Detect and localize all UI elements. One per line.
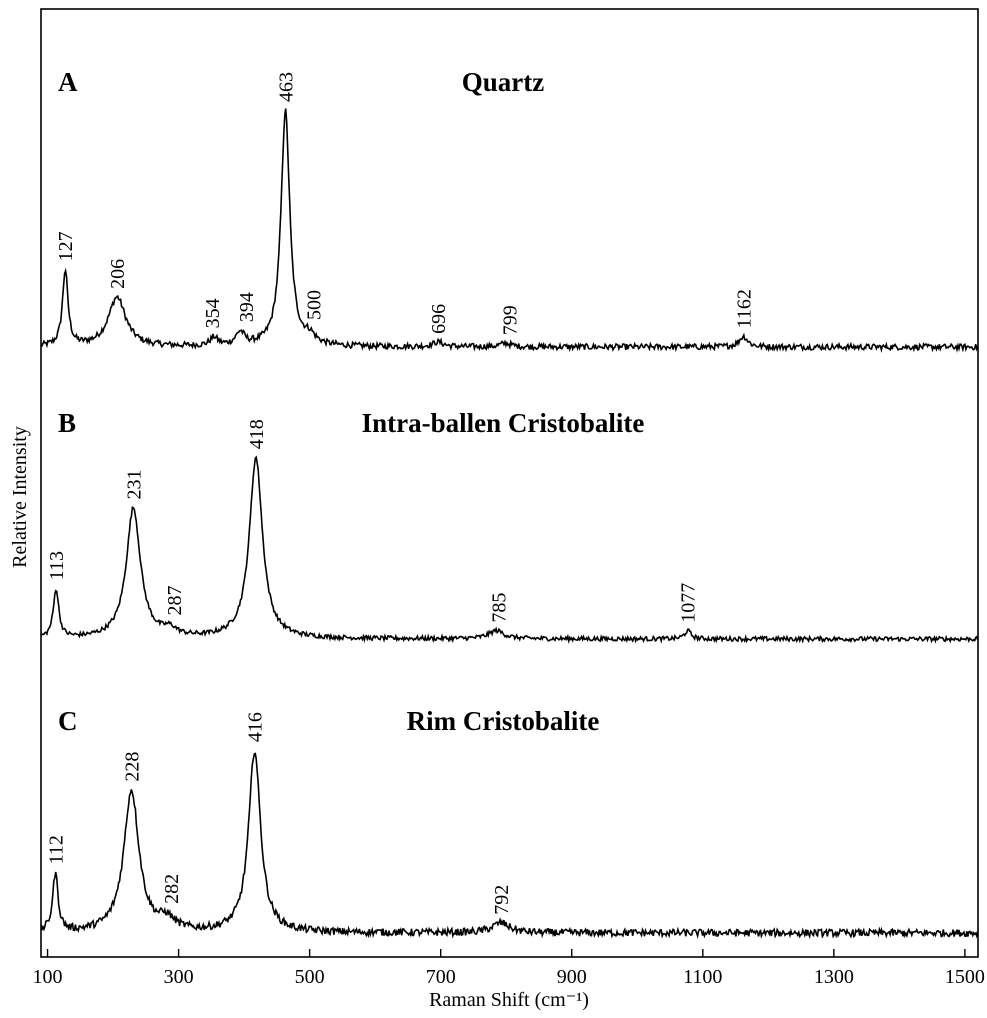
peak-label: 463 xyxy=(275,72,297,102)
panel-b: B Intra-ballen Cristobalite 113 231 287 418 78… xyxy=(40,408,979,645)
panel-title: Quartz xyxy=(462,67,544,97)
peak-label: 1162 xyxy=(733,289,755,328)
x-tick-label: 500 xyxy=(295,966,325,988)
panel-letter: B xyxy=(58,408,76,438)
panel-letter: A xyxy=(58,67,78,97)
peak-label: 231 xyxy=(123,470,145,500)
peak-label: 282 xyxy=(161,874,183,904)
x-tick-label: 300 xyxy=(164,966,194,988)
peak-label: 1077 xyxy=(678,583,700,623)
spectrum-line-a xyxy=(40,108,979,353)
peak-label: 206 xyxy=(107,259,129,289)
x-tick-label: 1100 xyxy=(683,966,722,988)
peak-label: 127 xyxy=(55,231,77,261)
peak-label: 354 xyxy=(202,298,224,328)
panel-letter: C xyxy=(58,706,78,736)
peak-label: 113 xyxy=(46,551,68,580)
peak-label: 696 xyxy=(428,304,450,334)
peak-label: 287 xyxy=(164,586,186,616)
peak-label: 228 xyxy=(121,752,143,782)
x-axis-ticks: 100 300 500 700 900 1100 1300 1500 xyxy=(33,949,985,988)
spectra-group: A Quartz 127 206 354 394 463 500 696 799 1162 B Intr… xyxy=(40,67,979,940)
x-axis-label: Raman Shift (cm⁻¹) xyxy=(429,989,589,1011)
panel-title: Intra-ballen Cristobalite xyxy=(362,408,645,438)
x-tick-label: 700 xyxy=(426,966,456,988)
peak-label: 500 xyxy=(304,290,326,320)
peak-label: 394 xyxy=(236,292,258,322)
panel-a: A Quartz 127 206 354 394 463 500 696 799 1162 xyxy=(40,67,979,353)
x-tick-label: 100 xyxy=(33,966,63,988)
peak-label: 418 xyxy=(246,419,268,449)
plot-frame xyxy=(40,8,979,958)
panel-title: Rim Cristobalite xyxy=(407,706,600,736)
x-tick-label: 900 xyxy=(557,966,587,988)
peak-label: 416 xyxy=(245,712,267,742)
peak-label: 799 xyxy=(500,305,522,335)
spectrum-line-c xyxy=(40,752,979,940)
spectrum-line-b xyxy=(40,455,979,645)
x-tick-label: 1500 xyxy=(945,966,985,988)
peak-label: 112 xyxy=(45,835,67,864)
peak-label: 785 xyxy=(488,593,510,623)
peak-label: 792 xyxy=(491,885,513,915)
x-tick-label: 1300 xyxy=(814,966,854,988)
y-axis-label: Relative Intensity xyxy=(9,426,31,568)
panel-c: C Rim Cristobalite 112 228 282 416 792 xyxy=(40,706,979,940)
